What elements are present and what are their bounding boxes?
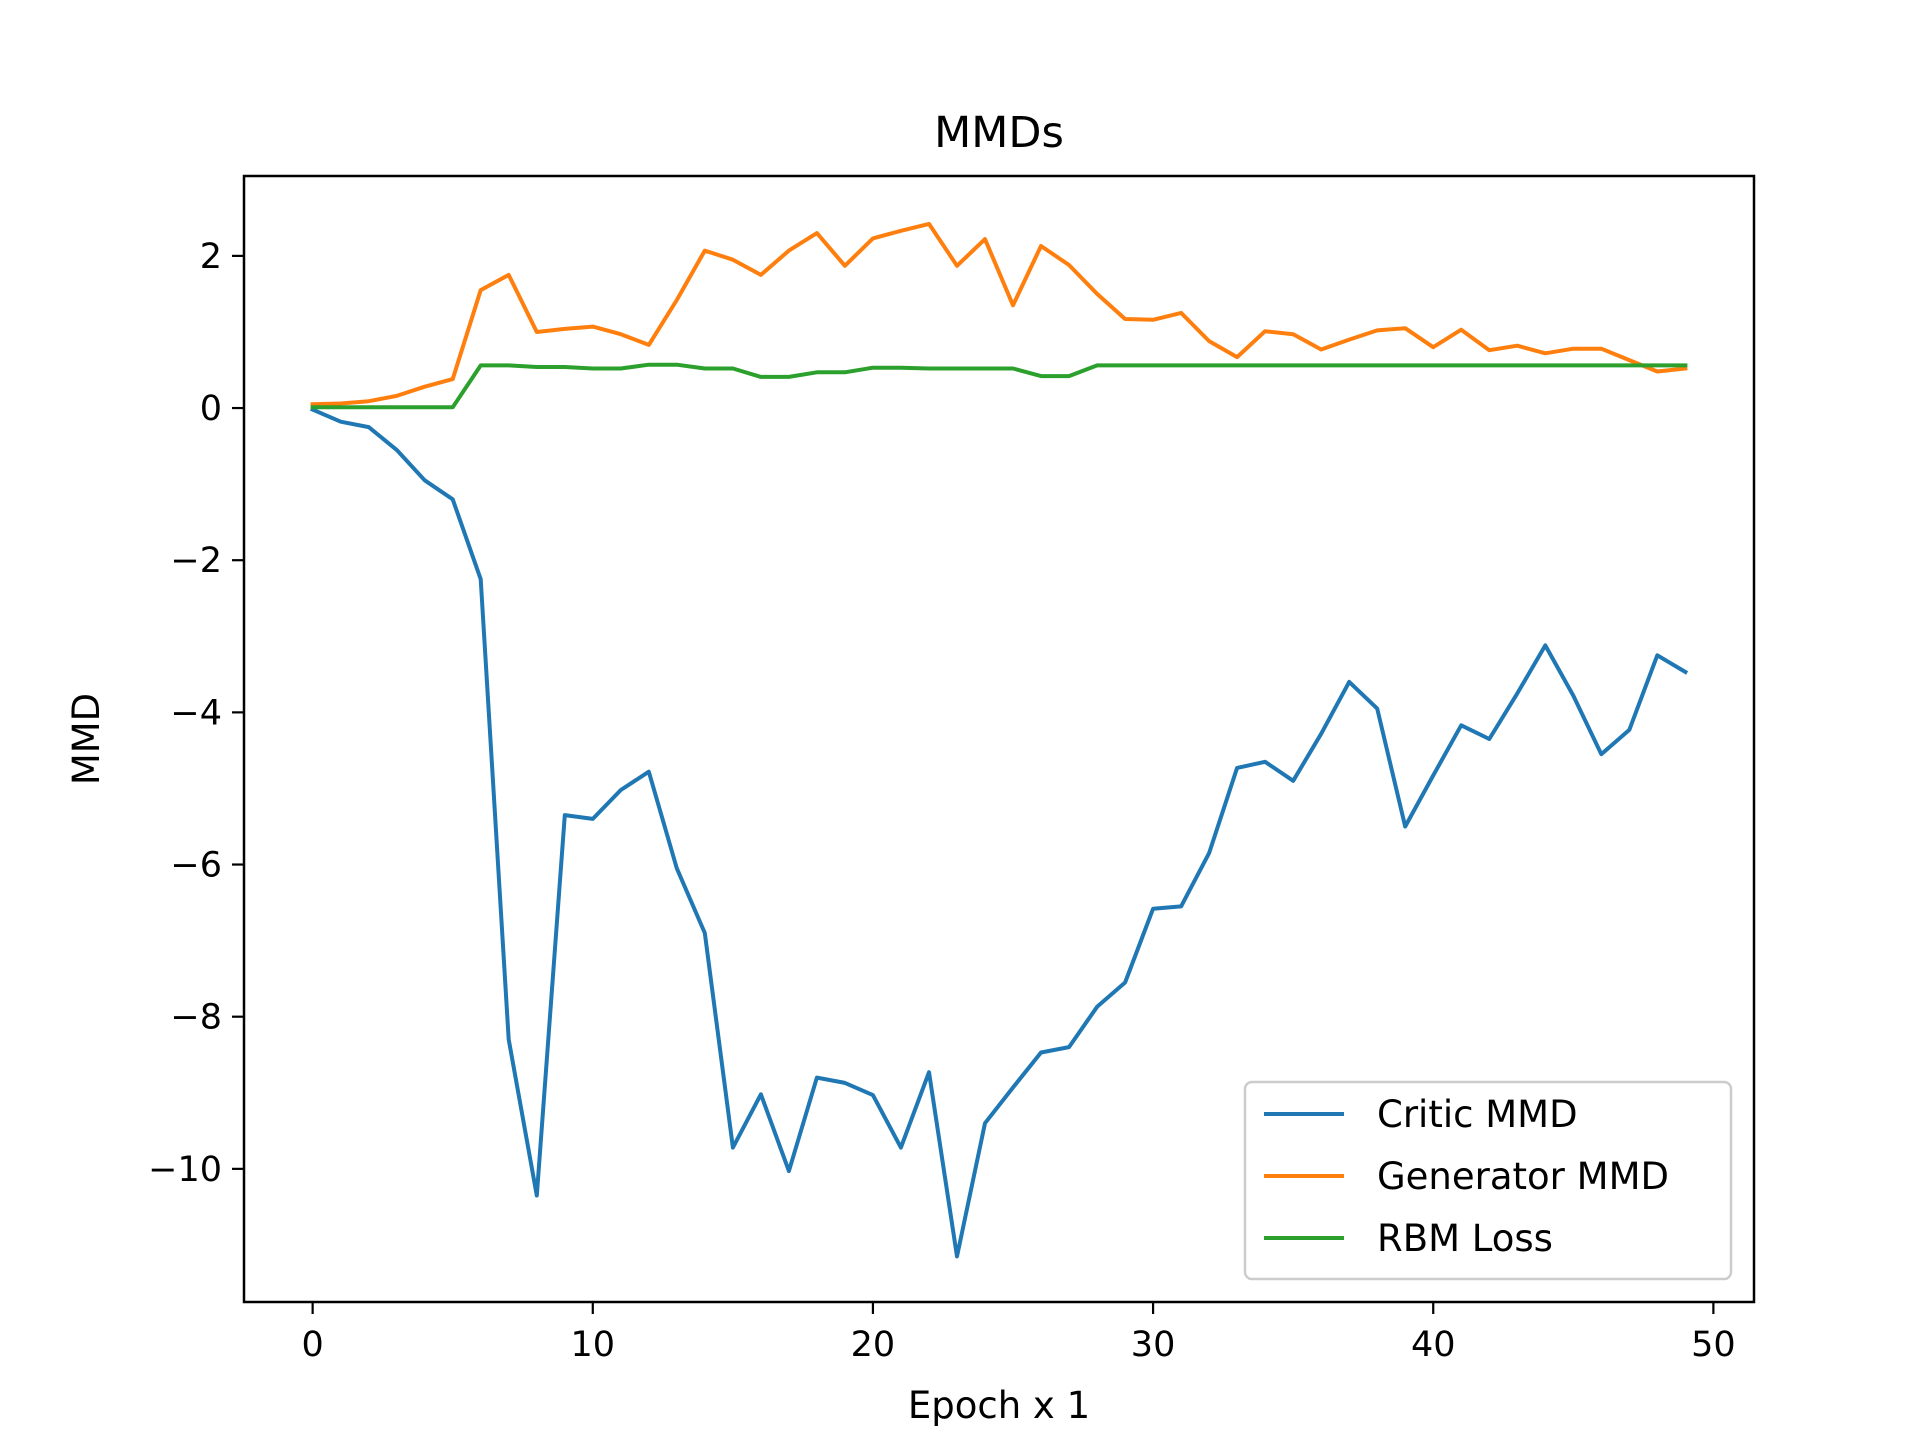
series-line-rbm-loss (310, 362, 1688, 410)
y-tick-label: −6 (170, 846, 222, 886)
x-axis-label: Epoch x 1 (908, 1384, 1090, 1427)
y-tick-label: −8 (170, 998, 222, 1038)
y-axis-label: MMD (65, 693, 108, 785)
legend-entries: Critic MMD Generator MMD RBM Loss (1264, 1093, 1669, 1260)
x-tick-label: 0 (301, 1325, 323, 1365)
x-tick-label: 40 (1411, 1325, 1456, 1365)
plot-frame (242, 174, 1756, 1304)
y-tick-label: 0 (200, 389, 222, 429)
y-tick-label: −4 (170, 693, 222, 733)
x-tick-label: 10 (571, 1325, 616, 1365)
chart-title: MMDs (934, 108, 1064, 158)
legend-label: Generator MMD (1377, 1155, 1669, 1198)
legend-box (1243, 1080, 1733, 1281)
series-line-generator-mmd (310, 221, 1688, 407)
x-axis-ticks: 0 10 20 30 40 50 (301, 1302, 1736, 1365)
y-tick-label: 2 (200, 237, 222, 277)
x-tick-label: 20 (851, 1325, 896, 1365)
y-tick-label: −10 (148, 1150, 222, 1190)
y-axis-ticks: 2 0 −2 −4 −6 −8 −10 (148, 237, 244, 1190)
series-layer (309, 221, 1689, 1259)
legend-label: RBM Loss (1377, 1217, 1553, 1260)
series-line-critic-mmd (309, 406, 1689, 1259)
y-tick-label: −2 (170, 541, 222, 581)
x-tick-label: 30 (1131, 1325, 1176, 1365)
x-tick-label: 50 (1691, 1325, 1736, 1365)
legend-label: Critic MMD (1377, 1093, 1578, 1136)
legend: Critic MMD Generator MMD RBM Loss (1243, 1080, 1733, 1281)
